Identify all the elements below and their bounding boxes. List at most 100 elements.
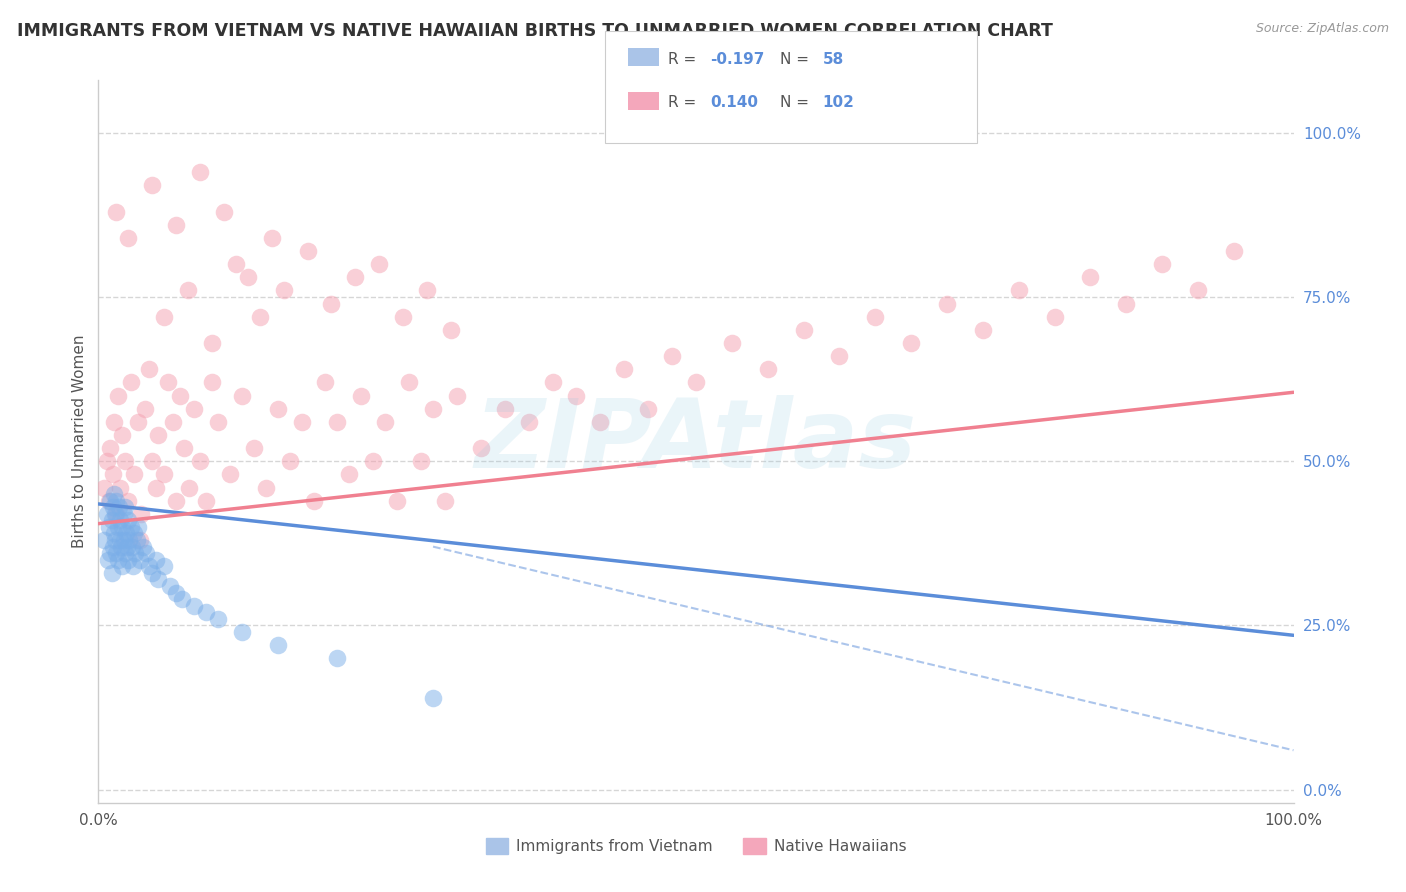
Point <box>118 533 141 547</box>
Point <box>661 349 683 363</box>
Point <box>138 362 160 376</box>
Point <box>115 526 138 541</box>
Point <box>96 507 118 521</box>
Point <box>434 493 457 508</box>
Point <box>541 376 564 390</box>
Point <box>446 388 468 402</box>
Point <box>195 605 218 619</box>
Point <box>107 553 129 567</box>
Point <box>589 415 612 429</box>
Point <box>236 270 259 285</box>
Point <box>231 388 253 402</box>
Point <box>169 388 191 402</box>
Point <box>111 559 134 574</box>
Point <box>297 244 319 258</box>
Point <box>108 533 131 547</box>
Point <box>302 493 325 508</box>
Point <box>828 349 851 363</box>
Point <box>1187 284 1209 298</box>
Point <box>344 270 367 285</box>
Point <box>98 520 121 534</box>
Point <box>105 493 128 508</box>
Point <box>112 507 135 521</box>
Legend: Immigrants from Vietnam, Native Hawaiians: Immigrants from Vietnam, Native Hawaiian… <box>479 832 912 860</box>
Point <box>440 323 463 337</box>
Point <box>98 493 122 508</box>
Point <box>101 467 124 482</box>
Point <box>107 520 129 534</box>
Text: 0.140: 0.140 <box>710 95 758 111</box>
Point <box>134 401 156 416</box>
Point <box>98 493 121 508</box>
Point <box>1043 310 1066 324</box>
Text: R =: R = <box>668 52 702 67</box>
Point <box>273 284 295 298</box>
Point <box>131 540 153 554</box>
Point <box>173 441 195 455</box>
Point <box>117 553 139 567</box>
Point <box>120 376 142 390</box>
Point <box>416 284 439 298</box>
Point <box>291 415 314 429</box>
Point <box>107 500 129 515</box>
Point <box>1223 244 1246 258</box>
Text: -0.197: -0.197 <box>710 52 765 67</box>
Point <box>1008 284 1031 298</box>
Point <box>145 481 167 495</box>
Point <box>685 376 707 390</box>
Point <box>201 336 224 351</box>
Point <box>363 454 385 468</box>
Point <box>101 500 124 515</box>
Point <box>127 520 149 534</box>
Point <box>105 204 128 219</box>
Point <box>105 546 128 560</box>
Point <box>212 204 235 219</box>
Point <box>219 467 242 482</box>
Point <box>141 454 163 468</box>
Point <box>117 231 139 245</box>
Point <box>613 362 636 376</box>
Point <box>231 625 253 640</box>
Point <box>129 533 152 547</box>
Point <box>124 526 146 541</box>
Point <box>114 546 136 560</box>
Point <box>339 467 361 482</box>
Point <box>1080 270 1102 285</box>
Point <box>793 323 815 337</box>
Text: R =: R = <box>668 95 702 111</box>
Point <box>127 415 149 429</box>
Point <box>321 296 343 310</box>
Point <box>350 388 373 402</box>
Point <box>326 651 349 665</box>
Text: N =: N = <box>780 95 814 111</box>
Point <box>637 401 659 416</box>
Point <box>267 638 290 652</box>
Point <box>103 415 125 429</box>
Point <box>104 507 127 521</box>
Point <box>183 599 205 613</box>
Point <box>756 362 779 376</box>
Point <box>494 401 516 416</box>
Point <box>93 533 115 547</box>
Point <box>398 376 420 390</box>
Point <box>141 566 163 580</box>
Point <box>177 284 200 298</box>
Point <box>865 310 887 324</box>
Point <box>141 178 163 193</box>
Text: N =: N = <box>780 52 814 67</box>
Point <box>124 467 146 482</box>
Point <box>243 441 266 455</box>
Point <box>188 165 211 179</box>
Point <box>254 481 277 495</box>
Text: 102: 102 <box>823 95 855 111</box>
Point <box>156 376 179 390</box>
Point <box>392 310 415 324</box>
Point <box>115 540 138 554</box>
Point <box>972 323 994 337</box>
Point <box>225 257 247 271</box>
Point <box>278 454 301 468</box>
Point <box>117 493 139 508</box>
Text: IMMIGRANTS FROM VIETNAM VS NATIVE HAWAIIAN BIRTHS TO UNMARRIED WOMEN CORRELATION: IMMIGRANTS FROM VIETNAM VS NATIVE HAWAII… <box>17 22 1053 40</box>
Y-axis label: Births to Unmarried Women: Births to Unmarried Women <box>72 334 87 549</box>
Point <box>104 533 127 547</box>
